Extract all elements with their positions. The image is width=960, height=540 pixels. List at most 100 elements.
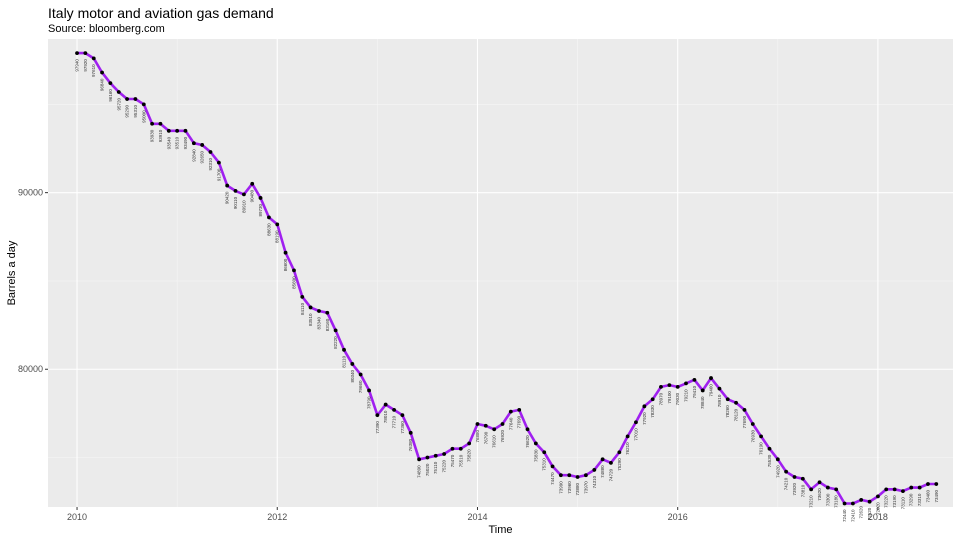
point-label: 95720 (116, 97, 121, 110)
point-label: 77690 (517, 415, 522, 428)
point-label: 78010 (383, 410, 388, 423)
data-point (141, 102, 146, 107)
point-label: 75820 (467, 449, 472, 462)
point-label: 93930 (150, 129, 155, 142)
data-point (634, 420, 638, 425)
data-point (542, 450, 547, 455)
point-label: 89910 (241, 200, 246, 213)
point-label: 73920 (792, 482, 797, 495)
data-point (133, 97, 138, 101)
data-point (200, 143, 205, 147)
data-point (150, 121, 155, 126)
data-point (417, 457, 422, 462)
point-label: 73960 (567, 481, 572, 494)
data-point (517, 407, 522, 412)
point-label: 93910 (158, 129, 163, 142)
point-label: 72520 (867, 507, 872, 520)
data-point (625, 434, 630, 439)
point-label: 97610 (91, 64, 96, 77)
data-point (842, 501, 847, 506)
point-label: 85600 (291, 276, 296, 289)
point-label: 79030 (675, 392, 680, 405)
y-axis-ticks: 80000 90000 (18, 188, 48, 374)
point-label: 97940 (75, 59, 80, 72)
data-point (759, 434, 763, 439)
point-label: 73220 (884, 495, 889, 508)
point-label: 90420 (225, 191, 230, 204)
point-label: 79210 (684, 389, 689, 402)
point-label: 75310 (542, 458, 547, 471)
point-label: 93510 (175, 136, 180, 149)
point-label: 74880 (600, 465, 605, 478)
data-point (917, 485, 922, 490)
point-label: 96840 (100, 78, 105, 91)
data-point (392, 407, 396, 412)
data-point (684, 381, 688, 386)
x-axis-ticks: 2010 2012 2014 2016 2018 (67, 507, 888, 522)
point-label: 95000 (141, 110, 146, 123)
chart-title: Italy motor and aviation gas demand (48, 5, 274, 21)
data-point (533, 441, 538, 446)
data-point (667, 383, 672, 388)
data-points (75, 51, 939, 506)
point-label: 83160 (325, 318, 330, 331)
point-label: 90480 (250, 189, 255, 202)
data-point (342, 347, 346, 352)
data-point (558, 473, 563, 478)
data-point (283, 250, 288, 255)
data-point (75, 51, 79, 56)
point-label: 73810 (800, 484, 805, 497)
data-point (233, 188, 238, 193)
x-tick-label: 2014 (467, 512, 487, 522)
data-point (742, 407, 747, 412)
data-point (183, 128, 188, 133)
point-label: 72620 (859, 505, 864, 518)
minor-gridlines (48, 39, 953, 507)
data-point (717, 386, 722, 391)
data-point (934, 482, 939, 486)
point-label: 76920 (500, 430, 505, 443)
data-point (367, 388, 371, 393)
point-label: 74310 (592, 475, 597, 488)
point-label: 88190 (275, 230, 280, 243)
data-point (567, 473, 572, 478)
data-point (375, 413, 380, 418)
point-label: 78840 (700, 396, 705, 409)
data-point (225, 183, 230, 188)
point-label: 95310 (133, 105, 138, 118)
point-label: 73190 (892, 495, 897, 508)
point-label: 75510 (458, 454, 463, 467)
point-label: 92650 (200, 150, 205, 163)
point-label: 73290 (909, 493, 914, 506)
point-label: 77010 (633, 428, 638, 441)
x-tick-label: 2012 (267, 512, 287, 522)
data-point (242, 192, 246, 197)
data-point (292, 268, 296, 273)
point-label: 74720 (608, 468, 613, 481)
data-point (817, 480, 822, 485)
data-point (859, 498, 864, 502)
y-tick-label: 90000 (18, 188, 43, 198)
point-label: 93540 (166, 136, 171, 149)
data-point (550, 464, 555, 469)
point-label: 77390 (375, 421, 380, 434)
x-tick-label: 2010 (67, 512, 87, 522)
point-label: 90110 (233, 196, 238, 209)
point-label: 76380 (408, 438, 413, 451)
data-point (300, 294, 305, 299)
data-point (191, 141, 196, 146)
y-tick-label: 80000 (18, 364, 43, 374)
point-label: 74920 (775, 465, 780, 478)
data-point (433, 453, 438, 458)
point-label: 76790 (483, 431, 488, 444)
data-point (483, 423, 488, 428)
point-label: 88630 (266, 223, 271, 236)
point-label: 75220 (442, 460, 447, 473)
data-point (508, 409, 513, 414)
point-label: 76190 (759, 442, 764, 455)
data-point (250, 181, 255, 186)
data-point (600, 457, 605, 462)
point-label: 73180 (834, 495, 839, 508)
data-point (467, 441, 472, 446)
